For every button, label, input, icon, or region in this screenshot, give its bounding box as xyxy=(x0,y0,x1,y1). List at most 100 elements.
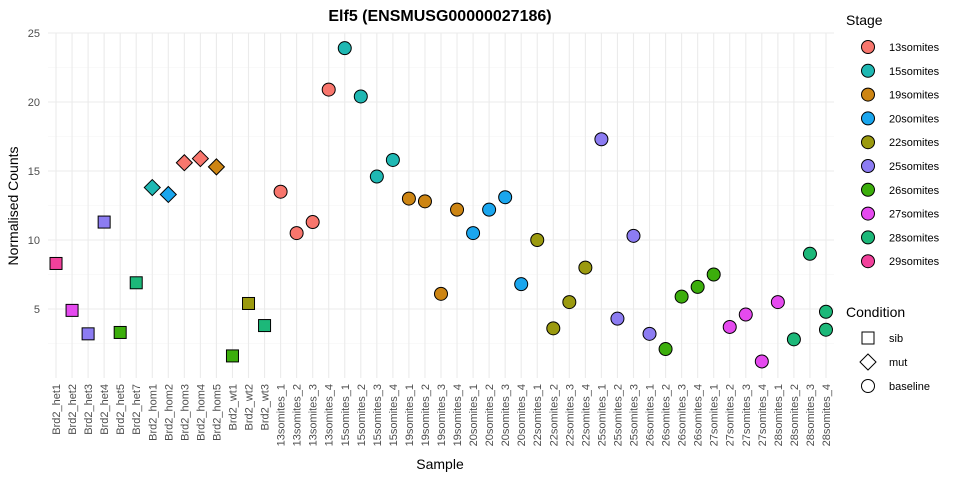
x-tick-label: 22somites_2 xyxy=(548,384,560,446)
legend-stage-label: 25somites xyxy=(889,161,940,173)
x-tick-label: 19somites_2 xyxy=(420,384,432,446)
data-point xyxy=(498,190,513,205)
legend-stage-label: 15somites xyxy=(889,66,940,78)
data-point xyxy=(434,286,448,301)
x-tick-label: 22somites_3 xyxy=(564,384,576,446)
data-point xyxy=(706,267,721,282)
data-point xyxy=(97,215,111,229)
data-point xyxy=(385,152,400,167)
x-tick-label: Brd2_hom5 xyxy=(211,384,223,441)
y-tick-label: 25 xyxy=(28,28,40,40)
data-point xyxy=(175,154,194,172)
data-point xyxy=(722,319,737,334)
legend-stage-label: 22somites xyxy=(889,137,940,149)
data-point xyxy=(289,226,304,241)
data-point xyxy=(417,194,432,209)
data-point xyxy=(207,158,226,176)
data-point xyxy=(818,322,833,337)
legend-stage-label: 19somites xyxy=(889,90,940,102)
legend-stage-swatch xyxy=(861,135,875,150)
legend-condition-label: mut xyxy=(889,357,907,369)
data-point xyxy=(369,169,384,184)
legend-stage-swatch xyxy=(861,63,875,78)
x-tick-label: 28somites_4 xyxy=(821,384,833,446)
legend-stage-label: 29somites xyxy=(889,256,940,268)
x-axis-title: Sample xyxy=(416,456,464,472)
x-tick-label: 27somites_3 xyxy=(741,384,753,446)
x-tick-label: Brd2_het2 xyxy=(67,384,79,435)
data-point xyxy=(401,191,416,206)
y-tick-label: 10 xyxy=(28,235,40,247)
x-tick-label: 20somites_1 xyxy=(468,384,480,446)
data-point xyxy=(754,354,769,369)
legend-stage-swatch xyxy=(861,111,875,126)
x-tick-label: 15somites_1 xyxy=(340,384,352,446)
data-point xyxy=(321,82,336,97)
legend-condition-items: sib mut baseline xyxy=(859,331,930,393)
data-point xyxy=(337,41,352,56)
x-tick-label: 26somites_1 xyxy=(645,384,657,446)
y-tick-label: 5 xyxy=(34,304,40,316)
data-point xyxy=(610,311,625,326)
data-point xyxy=(642,326,657,341)
x-tick-label: 13somites_4 xyxy=(324,384,336,446)
legend-stage-swatch xyxy=(861,87,875,102)
data-point xyxy=(818,304,833,319)
legend-stage-swatch xyxy=(861,206,875,221)
legend-stage-label: 13somites xyxy=(889,42,940,54)
x-tick-label: 28somites_1 xyxy=(773,384,785,446)
x-tick-label: 26somites_2 xyxy=(661,384,673,446)
data-point xyxy=(578,260,593,275)
legend-condition-swatch xyxy=(861,379,875,393)
x-tick-label: 20somites_4 xyxy=(516,384,528,446)
legend-stage-label: 20somites xyxy=(889,113,940,125)
data-point xyxy=(594,132,609,147)
x-tick-label: Brd2_hom1 xyxy=(147,384,159,441)
x-tick-label: Brd2_hom4 xyxy=(195,384,207,441)
legend-stage-swatch xyxy=(861,230,875,245)
x-tick-label: 13somites_3 xyxy=(308,384,320,446)
x-tick-label: Brd2_het3 xyxy=(83,384,95,435)
legend-stage-label: 28somites xyxy=(889,232,940,244)
data-point xyxy=(129,276,143,290)
x-tick-label: 26somites_3 xyxy=(677,384,689,446)
x-tick-label: 13somites_1 xyxy=(276,384,288,446)
legend-stage-swatch xyxy=(861,159,875,173)
x-tick-label: Brd2_hom3 xyxy=(179,384,191,441)
legend-title-stage: Stage xyxy=(846,12,883,28)
legend-condition-label: sib xyxy=(889,333,903,345)
data-point xyxy=(802,246,817,261)
x-tick-label: 28somites_2 xyxy=(789,384,801,446)
data-point xyxy=(770,295,785,310)
x-axis-ticks: Brd2_het1 Brd2_het2 Brd2_het3 Brd2_het4 Brd2… xyxy=(51,384,833,446)
x-tick-label: 25somites_1 xyxy=(596,384,608,446)
x-tick-label: 27somites_2 xyxy=(725,384,737,446)
x-tick-label: Brd2_hom2 xyxy=(163,384,175,441)
grid xyxy=(48,32,834,378)
data-point xyxy=(466,226,481,241)
legend-condition-label: baseline xyxy=(889,381,930,393)
data-point xyxy=(273,184,288,199)
legend-stage-label: 27somites xyxy=(889,209,940,221)
x-tick-label: Brd2_het4 xyxy=(99,384,111,435)
legend-stage-items: 13somites 15somites 19somites 20somites 22so… xyxy=(861,40,940,269)
x-tick-label: 19somites_3 xyxy=(436,384,448,446)
x-tick-label: 25somites_3 xyxy=(628,384,640,446)
x-tick-label: 15somites_2 xyxy=(356,384,368,446)
x-tick-label: 13somites_2 xyxy=(292,384,304,446)
data-point xyxy=(143,178,161,197)
data-point xyxy=(191,149,210,168)
data-point xyxy=(353,89,368,104)
x-tick-label: Brd2_het1 xyxy=(51,384,63,435)
legend-stage-swatch xyxy=(861,254,875,269)
data-points xyxy=(49,41,833,369)
legend-condition-swatch xyxy=(859,353,877,371)
data-point xyxy=(49,256,63,270)
data-point xyxy=(690,279,705,294)
data-point xyxy=(786,332,801,347)
y-axis-title: Normalised Counts xyxy=(5,146,21,265)
data-point xyxy=(242,296,256,310)
data-point xyxy=(159,185,178,204)
x-tick-label: 28somites_3 xyxy=(805,384,817,446)
data-point xyxy=(225,349,239,363)
